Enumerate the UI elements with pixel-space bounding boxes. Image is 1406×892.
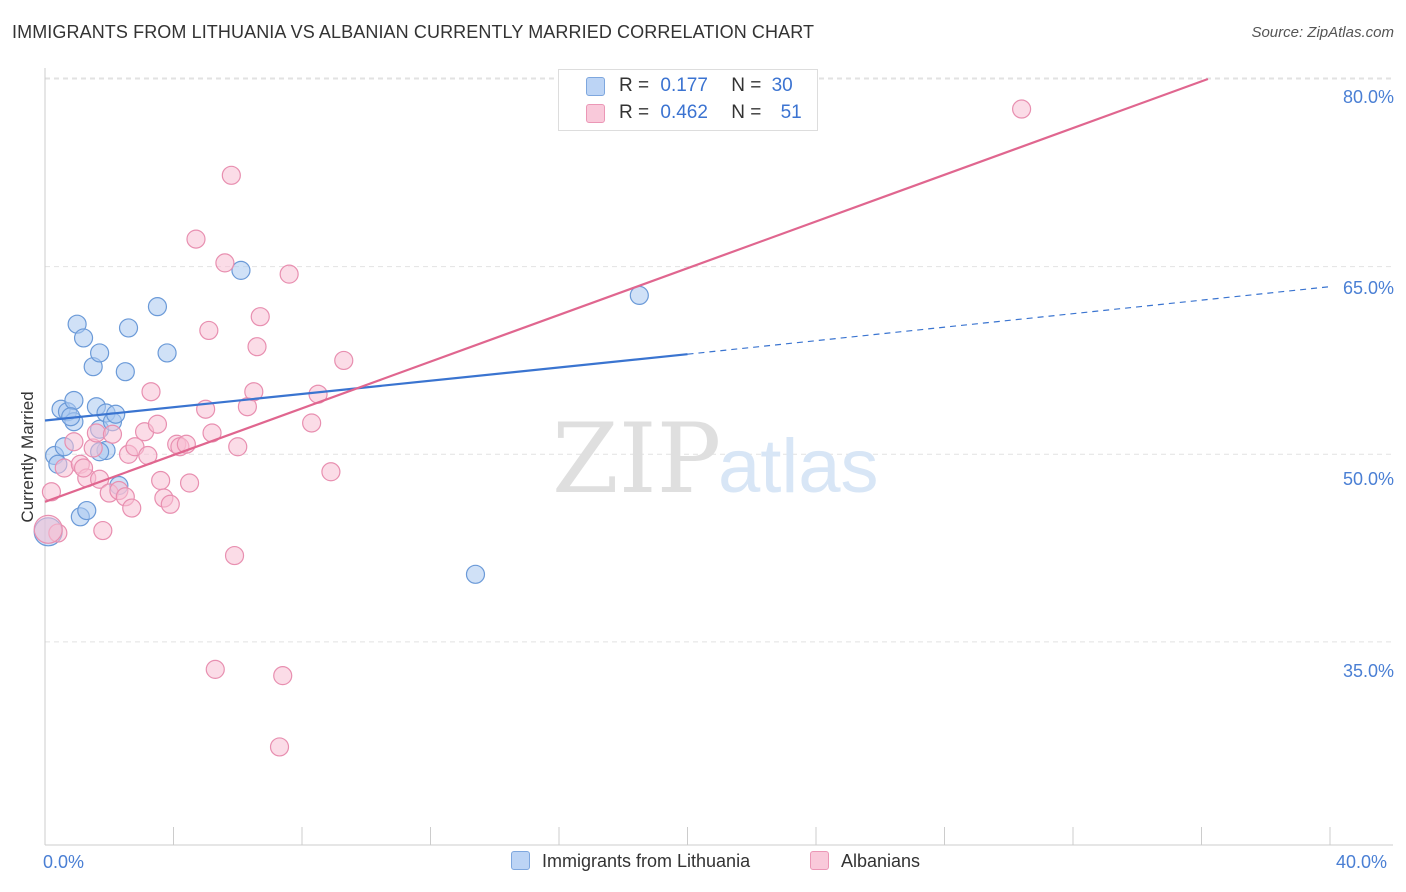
y-tick-label: 35.0% <box>1342 661 1394 681</box>
lithuania-trend-line <box>44 353 688 422</box>
albanians-point <box>179 473 200 493</box>
albanians-point <box>54 458 74 478</box>
albanians-point <box>64 432 84 452</box>
albanians-point <box>151 470 171 491</box>
albanians-point <box>302 413 322 433</box>
albanians-point <box>228 437 248 457</box>
legend-item-lithuania: Immigrants from Lithuania <box>511 851 750 872</box>
legend-label-albanians: Albanians <box>841 851 921 871</box>
legend-label-lithuania: Immigrants from Lithuania <box>542 851 751 871</box>
albanians-point <box>224 545 245 566</box>
albanians-point <box>1011 99 1032 119</box>
lithuania-trend-extension <box>687 286 1331 355</box>
y-tick-label: 65.0% <box>1342 278 1394 298</box>
y-tick-label: 50.0% <box>1342 469 1394 489</box>
albanians-point <box>93 520 113 541</box>
legend-swatch-albanians <box>586 104 605 123</box>
albanians-point <box>279 264 299 284</box>
lithuania-point <box>118 318 139 338</box>
n-value-albanians: 51 <box>780 102 802 123</box>
lithuania-point <box>90 343 110 363</box>
x-tick-label-max: 40.0% <box>1336 852 1388 872</box>
albanians-point <box>244 382 264 402</box>
albanians-point <box>33 514 63 544</box>
albanians-point <box>102 424 123 444</box>
albanians-point <box>160 494 180 514</box>
albanians-point <box>215 253 235 273</box>
n-value-lithuania: 30 <box>771 75 793 96</box>
n-label: N = <box>731 102 762 123</box>
albanians-point <box>269 737 290 757</box>
legend-item-albanians: Albanians <box>810 851 920 872</box>
albanians-point <box>250 307 270 327</box>
stats-legend: R = 0.177 N = 30 R = 0.462 N = 51 <box>558 69 818 131</box>
lithuania-point <box>73 328 94 348</box>
albanians-point <box>122 498 142 518</box>
albanians-trend-line <box>44 77 1209 503</box>
watermark-atlas: atlas <box>718 424 879 509</box>
legend-swatch-albanians <box>810 851 829 870</box>
albanians-point <box>186 229 206 249</box>
legend-swatch-lithuania <box>586 77 605 96</box>
albanians-point <box>73 458 94 478</box>
r-label: R = <box>619 102 650 123</box>
n-label: N = <box>731 75 762 96</box>
albanians-point <box>221 165 241 185</box>
albanians-point <box>147 414 168 434</box>
albanians-point <box>321 462 341 482</box>
r-value-albanians: 0.462 <box>660 102 708 123</box>
albanians-point <box>199 320 219 341</box>
albanians-point <box>141 382 161 402</box>
lithuania-point <box>77 500 97 521</box>
r-value-lithuania: 0.177 <box>660 75 708 96</box>
albanians-point <box>273 666 293 686</box>
lithuania-point <box>231 260 251 280</box>
albanians-point <box>41 482 62 502</box>
lithuania-point <box>64 390 84 411</box>
y-tick-label: 80.0% <box>1342 87 1394 107</box>
chart-title: IMMIGRANTS FROM LITHUANIA VS ALBANIAN CU… <box>12 22 815 42</box>
lithuania-point <box>465 564 486 584</box>
albanians-point <box>247 337 267 357</box>
r-label: R = <box>619 75 650 96</box>
lithuania-point <box>157 343 177 363</box>
chart-source: Source: ZipAtlas.com <box>1251 24 1394 41</box>
albanians-point <box>205 659 225 679</box>
x-tick-label-min: 0.0% <box>43 852 85 872</box>
legend-swatch-lithuania <box>511 851 530 870</box>
albanians-point <box>334 350 354 371</box>
albanians-point <box>86 423 107 443</box>
lithuania-point <box>147 297 168 317</box>
watermark-zip: ZIP <box>552 403 721 515</box>
lithuania-point <box>115 362 135 382</box>
